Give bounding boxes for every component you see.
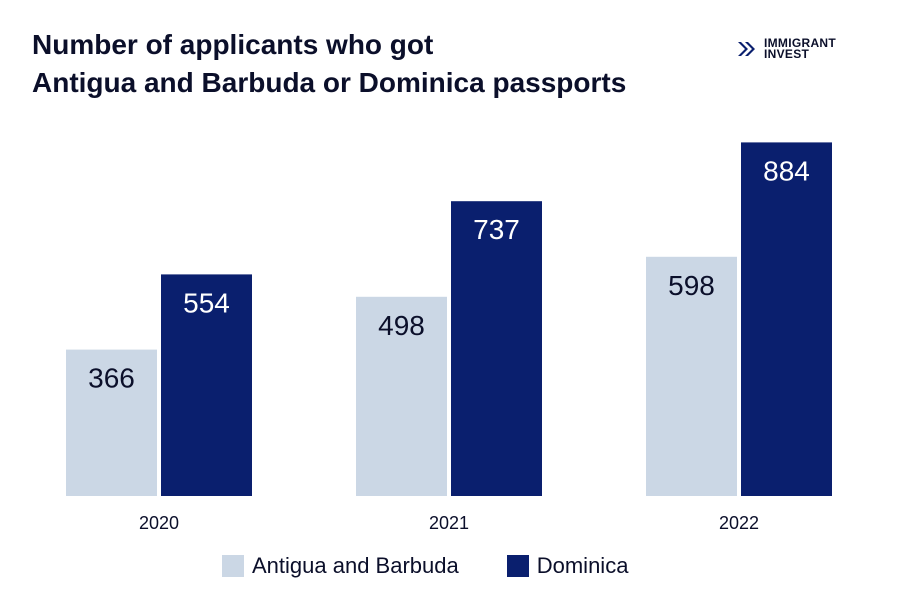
bar-antigua-2021 — [356, 296, 447, 496]
brand-name-line-2: INVEST — [764, 47, 810, 61]
bar-dominica-2020 — [161, 274, 252, 496]
brand-logo: IMMIGRANT INVEST — [736, 36, 837, 61]
data-label-dominica-2022: 884 — [763, 155, 810, 186]
legend-label-dominica: Dominica — [536, 553, 629, 578]
title-line-2: Antigua and Barbuda or Dominica passport… — [32, 67, 627, 98]
title-line-1: Number of applicants who got — [32, 29, 434, 60]
legend-swatch-antigua — [222, 555, 244, 577]
bar-dominica-2022 — [741, 142, 832, 496]
chart-title: Number of applicants who got Antigua and… — [32, 26, 722, 102]
x-tick-label-2021: 2021 — [429, 513, 469, 533]
data-label-dominica-2020: 554 — [183, 287, 230, 318]
bar-antigua-2022 — [646, 256, 737, 496]
chart-legend: Antigua and Barbuda Dominica — [222, 553, 628, 579]
bar-antigua-2020 — [66, 349, 157, 496]
data-label-antigua-2021: 498 — [378, 310, 425, 341]
data-label-dominica-2021: 737 — [473, 214, 520, 245]
legend-label-antigua: Antigua and Barbuda — [252, 553, 459, 578]
data-label-antigua-2020: 366 — [88, 363, 135, 394]
data-label-antigua-2022: 598 — [668, 270, 715, 301]
x-tick-label-2020: 2020 — [139, 513, 179, 533]
brand-name: IMMIGRANT INVEST — [764, 36, 837, 61]
brand-name-line-1: IMMIGRANT — [764, 36, 837, 50]
double-chevron-right-icon — [738, 42, 755, 56]
x-tick-label-2022: 2022 — [719, 513, 759, 533]
legend-swatch-dominica — [506, 555, 529, 577]
legend-item-antigua: Antigua and Barbuda — [222, 553, 459, 579]
bar-dominica-2021 — [451, 201, 542, 496]
legend-item-dominica: Dominica — [506, 553, 629, 579]
